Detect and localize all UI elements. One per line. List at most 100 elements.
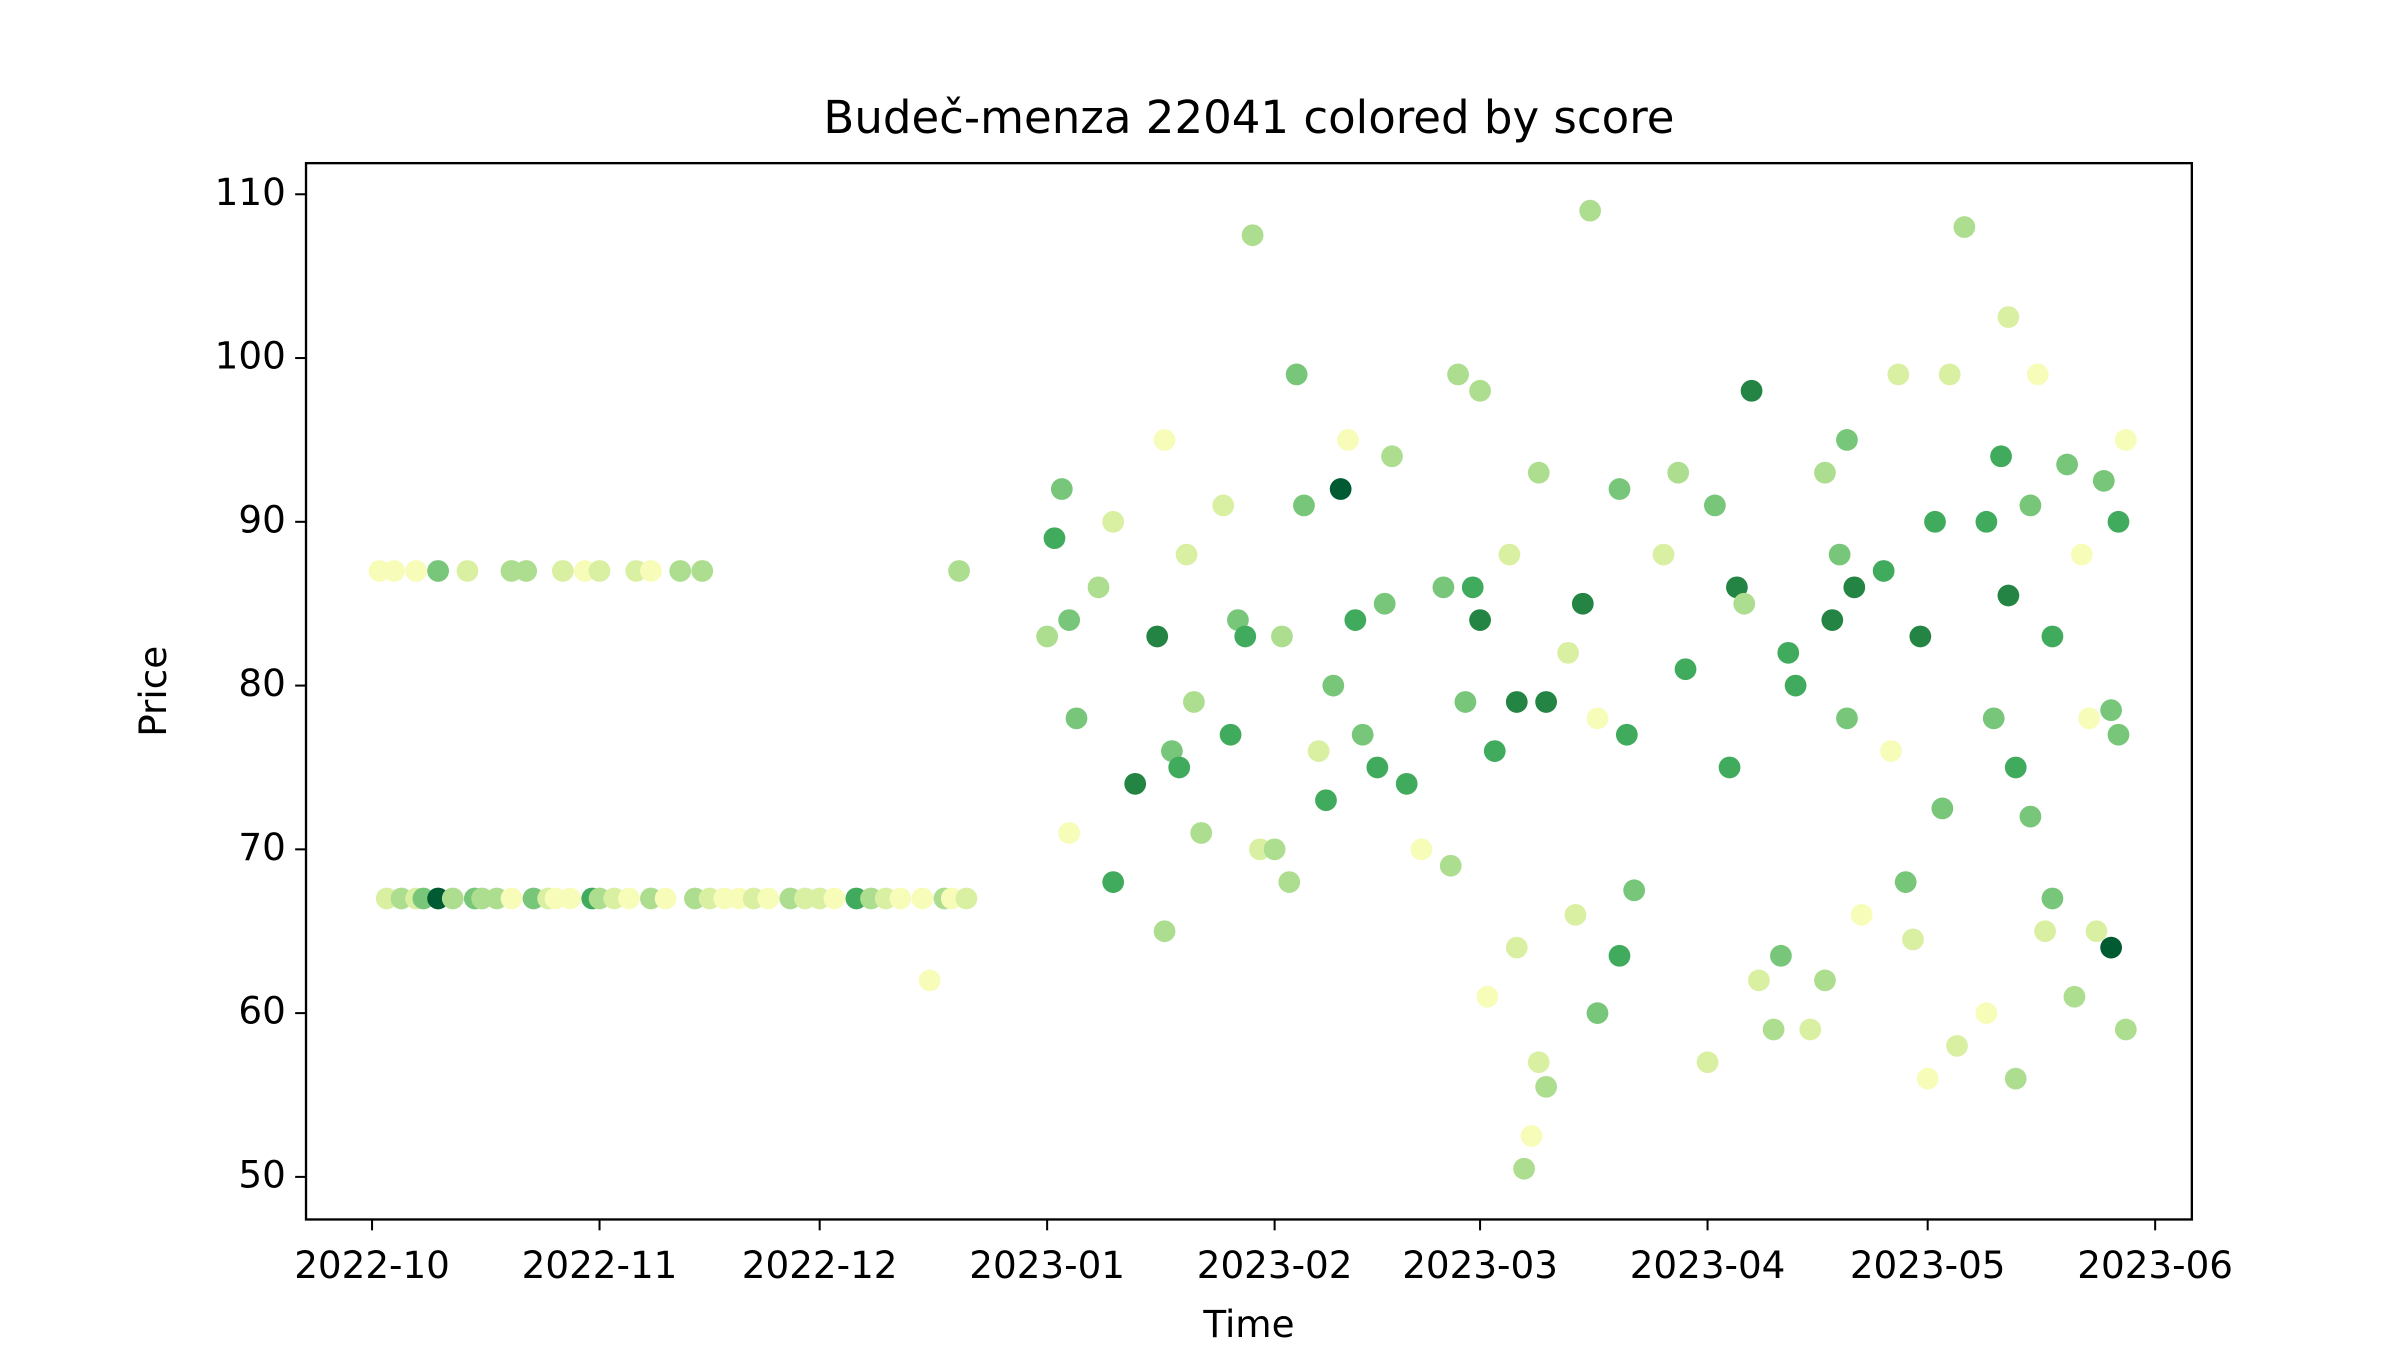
point — [1990, 445, 2012, 468]
point — [1190, 822, 1213, 844]
point — [1821, 609, 1844, 631]
point — [1586, 1002, 1609, 1024]
point — [1652, 543, 1675, 566]
point — [2041, 887, 2064, 910]
point — [1351, 723, 1374, 746]
point — [500, 887, 523, 910]
point — [2056, 453, 2078, 476]
point — [515, 560, 538, 582]
point — [1564, 903, 1587, 926]
point — [1483, 740, 1506, 762]
x-tick-label: 2022-12 — [742, 1243, 898, 1287]
point — [2026, 363, 2049, 386]
point — [1557, 641, 1580, 664]
point — [1571, 592, 1594, 615]
point — [1271, 625, 1293, 648]
point — [1880, 740, 1902, 762]
point — [1623, 879, 1646, 902]
point — [1227, 609, 1249, 631]
point — [948, 560, 970, 582]
point — [2070, 543, 2093, 566]
point — [1887, 363, 1910, 386]
point — [1997, 584, 2020, 607]
point — [918, 969, 941, 992]
plot-frame — [304, 161, 2194, 1221]
point — [1982, 707, 2005, 730]
x-tick-label: 2023-02 — [1197, 1243, 1353, 1287]
point — [1505, 936, 1528, 959]
point — [1183, 691, 1205, 713]
point — [1476, 985, 1499, 1008]
point — [1065, 707, 1088, 730]
point — [559, 887, 582, 910]
point — [551, 560, 574, 582]
x-tick-label: 2023-04 — [1630, 1243, 1786, 1287]
x-tick-label: 2023-01 — [969, 1243, 1125, 1287]
point — [1454, 691, 1477, 713]
point — [1373, 592, 1396, 615]
point — [2019, 494, 2042, 517]
point — [1946, 1034, 1968, 1057]
point — [889, 887, 912, 910]
point — [1337, 429, 1359, 451]
point — [1461, 576, 1484, 599]
point — [1615, 723, 1638, 746]
point — [1726, 576, 1748, 599]
point — [1153, 429, 1176, 451]
point — [823, 887, 846, 910]
point — [1432, 576, 1455, 599]
point — [1535, 1075, 1557, 1098]
point — [2092, 469, 2115, 492]
point — [2034, 920, 2056, 943]
point — [1762, 1018, 1785, 1041]
x-axis-label: Time — [1202, 1302, 1294, 1346]
point — [2063, 985, 2086, 1008]
point — [1278, 871, 1301, 893]
point — [1527, 461, 1550, 484]
point — [1872, 560, 1895, 582]
y-axis-label: Price — [131, 646, 175, 737]
point — [1777, 641, 1800, 664]
point — [1161, 740, 1183, 762]
point — [1124, 772, 1147, 795]
point — [1909, 625, 1932, 648]
point — [691, 560, 714, 582]
point — [1579, 199, 1602, 222]
x-tick-label: 2022-11 — [522, 1243, 678, 1287]
point — [757, 887, 780, 910]
point — [1513, 1157, 1535, 1180]
point — [1916, 1067, 1939, 1090]
point — [1975, 1002, 1998, 1024]
point — [1043, 527, 1066, 550]
x-tick-label: 2023-06 — [2077, 1243, 2233, 1287]
point — [1704, 494, 1726, 517]
point — [1748, 969, 1770, 992]
point — [1924, 510, 1946, 533]
point — [654, 887, 677, 910]
point — [1770, 944, 1792, 967]
point — [1212, 494, 1235, 517]
point — [588, 560, 611, 582]
point — [1535, 691, 1557, 713]
point — [1036, 625, 1059, 648]
point — [1234, 625, 1257, 648]
point — [1219, 723, 1242, 746]
point — [1285, 363, 1308, 386]
point — [1241, 224, 1264, 247]
point — [2107, 510, 2130, 533]
point — [1975, 510, 1998, 533]
point — [1667, 461, 1690, 484]
point — [955, 887, 978, 910]
point — [911, 887, 934, 910]
y-tick-label: 50 — [238, 1152, 285, 1196]
point — [1674, 658, 1697, 681]
point — [1520, 1125, 1543, 1147]
point — [1586, 707, 1609, 730]
point — [1527, 1051, 1550, 1074]
point — [1814, 969, 1836, 992]
point — [1263, 838, 1286, 861]
point — [1293, 494, 1315, 517]
point — [1087, 576, 1110, 599]
